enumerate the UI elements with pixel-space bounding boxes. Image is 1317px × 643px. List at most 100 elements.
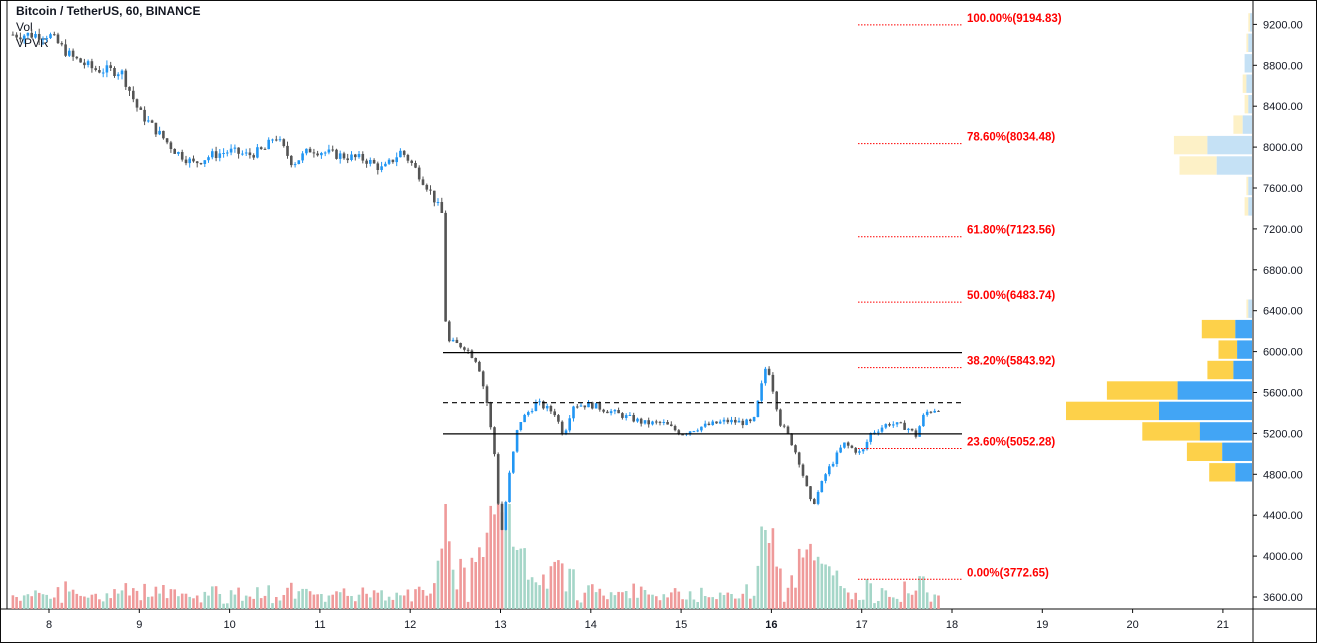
candle[interactable] <box>587 402 590 408</box>
candle[interactable] <box>797 452 801 465</box>
candle[interactable] <box>594 403 598 409</box>
candle[interactable] <box>421 179 425 185</box>
candle[interactable] <box>696 430 699 432</box>
candle[interactable] <box>169 142 173 149</box>
candle[interactable] <box>760 383 763 401</box>
candle[interactable] <box>598 403 602 410</box>
candle[interactable] <box>752 417 756 422</box>
candle[interactable] <box>722 419 726 422</box>
candle[interactable] <box>786 426 790 434</box>
candle[interactable] <box>399 150 402 158</box>
candle[interactable] <box>101 72 105 74</box>
candle[interactable] <box>192 158 195 162</box>
candle[interactable] <box>892 424 895 426</box>
candle[interactable] <box>741 420 745 426</box>
candle[interactable] <box>794 445 797 453</box>
candle[interactable] <box>869 433 872 442</box>
candle[interactable] <box>474 358 477 362</box>
candle[interactable] <box>237 147 240 154</box>
candle[interactable] <box>681 434 684 436</box>
candle[interactable] <box>34 34 37 38</box>
candle[interactable] <box>64 44 67 56</box>
candle[interactable] <box>338 153 342 159</box>
candle[interactable] <box>846 442 850 446</box>
candle[interactable] <box>564 430 568 435</box>
candle[interactable] <box>158 130 161 135</box>
candle[interactable] <box>425 184 429 190</box>
candle[interactable] <box>361 154 365 161</box>
candle[interactable] <box>609 411 613 414</box>
candle[interactable] <box>120 70 124 75</box>
candle[interactable] <box>899 422 903 424</box>
candle[interactable] <box>496 454 500 504</box>
candle[interactable] <box>128 86 131 91</box>
candle[interactable] <box>478 361 481 372</box>
candle[interactable] <box>331 149 334 151</box>
candle[interactable] <box>116 74 120 77</box>
candle[interactable] <box>267 139 270 150</box>
candle[interactable] <box>542 401 545 409</box>
candle[interactable] <box>271 139 274 141</box>
candle[interactable] <box>455 339 459 343</box>
candle[interactable] <box>861 449 865 452</box>
candle[interactable] <box>173 149 176 154</box>
candle[interactable] <box>884 424 888 428</box>
candle[interactable] <box>22 35 26 40</box>
candle[interactable] <box>365 160 368 164</box>
candle[interactable] <box>895 422 899 425</box>
candle[interactable] <box>357 154 361 158</box>
candle[interactable] <box>813 499 816 504</box>
candle[interactable] <box>865 441 869 450</box>
candle[interactable] <box>756 400 760 417</box>
candle[interactable] <box>211 151 214 158</box>
candle[interactable] <box>523 414 526 423</box>
candle[interactable] <box>414 163 417 168</box>
candle[interactable] <box>504 502 508 530</box>
candle[interactable] <box>929 411 933 413</box>
candle[interactable] <box>651 421 654 425</box>
candle[interactable] <box>707 423 711 425</box>
candle[interactable] <box>436 202 440 203</box>
candle[interactable] <box>466 349 470 351</box>
candle[interactable] <box>41 38 45 40</box>
candle[interactable] <box>534 402 538 411</box>
candle[interactable] <box>767 368 771 375</box>
candle[interactable] <box>493 427 496 455</box>
candle[interactable] <box>910 428 914 431</box>
candle[interactable] <box>372 160 376 164</box>
candle[interactable] <box>880 427 884 432</box>
candle[interactable] <box>335 149 338 159</box>
candle[interactable] <box>11 34 15 36</box>
candle[interactable] <box>512 451 515 473</box>
candle[interactable] <box>342 153 346 159</box>
candle[interactable] <box>839 447 842 453</box>
candle[interactable] <box>583 405 587 408</box>
candle[interactable] <box>229 148 233 153</box>
candle[interactable] <box>809 486 812 500</box>
candle[interactable] <box>75 56 79 59</box>
candle[interactable] <box>463 347 466 350</box>
candle[interactable] <box>188 158 191 164</box>
candle[interactable] <box>53 34 56 36</box>
candle[interactable] <box>835 452 839 465</box>
candle[interactable] <box>222 153 225 154</box>
candle[interactable] <box>692 431 696 433</box>
candle[interactable] <box>801 464 805 476</box>
candle[interactable] <box>515 430 519 452</box>
candle[interactable] <box>730 419 733 423</box>
candle[interactable] <box>263 148 267 150</box>
candle[interactable] <box>820 481 824 493</box>
candle[interactable] <box>519 422 523 430</box>
candle[interactable] <box>410 160 413 163</box>
candle[interactable] <box>925 411 929 415</box>
candle[interactable] <box>662 422 666 423</box>
candle[interactable] <box>655 421 658 423</box>
candle[interactable] <box>858 451 861 453</box>
candle[interactable] <box>850 445 854 448</box>
candle[interactable] <box>451 339 455 342</box>
candle[interactable] <box>132 90 135 100</box>
candle[interactable] <box>602 409 605 412</box>
candle[interactable] <box>98 70 101 73</box>
candle[interactable] <box>824 474 827 481</box>
candle[interactable] <box>726 419 730 423</box>
